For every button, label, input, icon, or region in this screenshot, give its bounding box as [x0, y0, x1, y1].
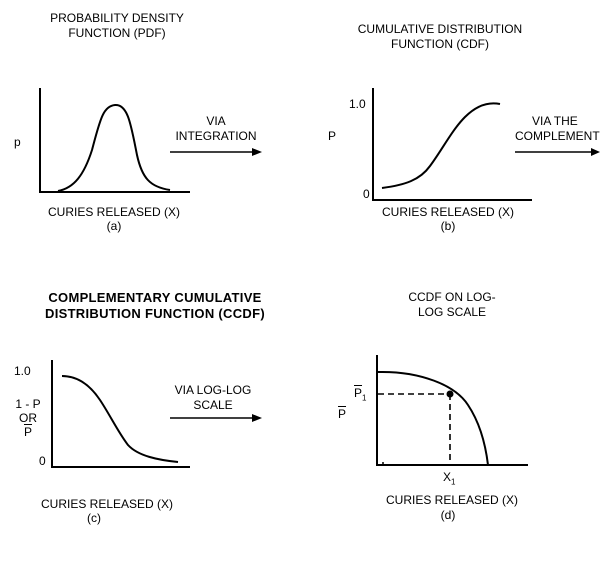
arrow-b-to-c — [515, 148, 600, 156]
pdf-caption: (a) — [106, 219, 122, 233]
pdf-curve — [57, 103, 171, 192]
arrow-b-to-c-label-line1: VIA THE — [532, 114, 578, 128]
ccdf-loglog-title-line2: LOG SCALE — [417, 305, 487, 319]
cdf-y-tick-top: 1.0 — [349, 97, 366, 111]
ccdf-y-label-line2: OR — [19, 411, 37, 425]
ccdf-curve — [61, 375, 179, 463]
ccdf-y-tick-bottom: 0 — [39, 454, 46, 468]
arrow-c-to-d-label-line2: SCALE — [193, 398, 233, 412]
ccdf-loglog-x-label: CURIES RELEASED (X) — [385, 493, 519, 507]
point-x1-label: X1 — [443, 470, 455, 489]
arrow-a-to-b-label-line2: INTEGRATION — [175, 129, 257, 143]
origin-dot — [382, 462, 384, 464]
arrow-a-to-b — [170, 148, 262, 156]
ccdf-y-tick-top: 1.0 — [14, 364, 31, 378]
point-x1-letter: X — [443, 470, 452, 484]
ccdf-title-line2: DISTRIBUTION FUNCTION (CCDF) — [45, 306, 265, 321]
ccdf-title-line1: COMPLEMENTARY CUMULATIVE — [48, 290, 262, 305]
cdf-y-tick-bottom: 0 — [363, 187, 370, 201]
ccdf-y-label-line1: 1 - P — [15, 397, 41, 411]
pdf-title-line2: FUNCTION (PDF) — [68, 26, 166, 40]
point-p1-letter: P — [354, 386, 363, 400]
arrow-b-to-c-label-line2: COMPLEMENT — [515, 129, 600, 143]
cdf-y-label: P — [328, 129, 337, 143]
ccdf-caption: (c) — [87, 511, 101, 525]
cdf-curve — [381, 102, 501, 189]
ccdf-loglog-curve — [377, 370, 489, 466]
ccdf-loglog-caption: (d) — [440, 508, 456, 522]
arrow-c-to-d — [170, 414, 262, 422]
arrow-a-to-b-label-line1: VIA — [206, 114, 226, 128]
highlight-point — [446, 390, 454, 398]
point-p1-subscript: 1 — [362, 393, 367, 403]
ccdf-loglog-title-line1: CCDF ON LOG- — [408, 290, 496, 304]
ccdf-axes — [51, 360, 190, 468]
pdf-x-label: CURIES RELEASED (X) — [47, 205, 181, 219]
arrow-c-to-d-label-line1: VIA LOG-LOG — [174, 383, 252, 397]
point-p1-label: P1 — [354, 386, 366, 405]
ccdf-loglog-y-label: P — [338, 407, 347, 421]
cdf-x-label: CURIES RELEASED (X) — [381, 205, 515, 219]
cdf-title-line2: FUNCTION (CDF) — [391, 37, 489, 51]
ccdf-y-label-line3: P — [23, 425, 33, 439]
pdf-axes — [39, 88, 190, 193]
pdf-y-label: p — [14, 135, 21, 149]
cdf-caption: (b) — [440, 219, 456, 233]
cdf-axes — [372, 88, 532, 201]
point-x1-subscript: 1 — [451, 477, 456, 487]
cdf-title-line1: CUMULATIVE DISTRIBUTION — [357, 22, 523, 36]
pdf-title-line1: PROBABILITY DENSITY — [50, 11, 184, 25]
ccdf-loglog-axes — [376, 355, 528, 466]
ccdf-x-label: CURIES RELEASED (X) — [40, 497, 174, 511]
